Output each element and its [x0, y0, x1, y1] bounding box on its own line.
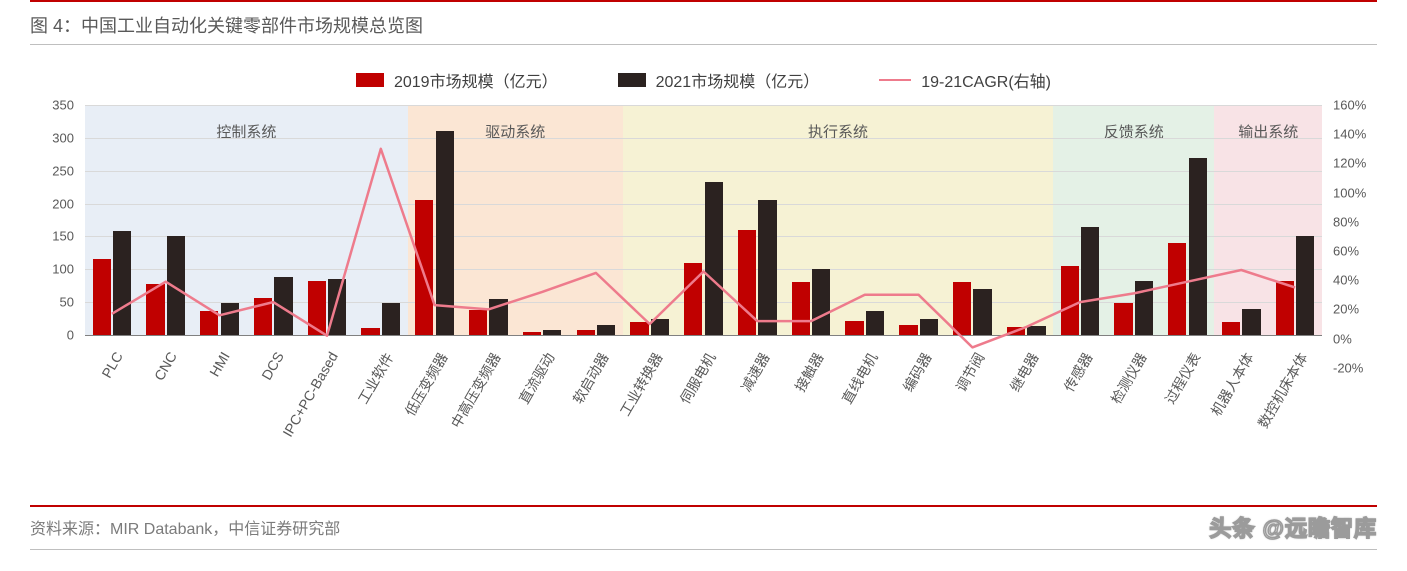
source-under-rule: [30, 549, 1377, 550]
x-category: 编码器: [892, 343, 946, 493]
cagr-line: [85, 105, 1322, 335]
x-label: HMI: [207, 349, 234, 379]
x-label: 继电器: [1005, 349, 1043, 395]
legend-item-2019: 2019市场规模（亿元）: [356, 68, 558, 92]
y-right-tick: 80%: [1333, 214, 1359, 229]
x-label: 编码器: [898, 349, 936, 395]
x-category: 继电器: [999, 343, 1053, 493]
figure-title: 图 4：中国工业自动化关键零部件市场规模总览图: [0, 6, 1407, 44]
y-left-tick: 50: [60, 295, 74, 310]
x-label: 调节阀: [951, 349, 989, 395]
x-category: 接触器: [784, 343, 838, 493]
y-right-tick: 40%: [1333, 273, 1359, 288]
x-category: 直流驱动: [515, 343, 569, 493]
legend-line-cagr: [879, 79, 911, 81]
x-axis-labels: PLCCNCHMIDCSIPC+PC-Based工业软件低压变频器中高压变频器直…: [85, 343, 1322, 493]
y-right-tick: 20%: [1333, 302, 1359, 317]
y-left-tick: 200: [52, 196, 74, 211]
title-top-rule: [30, 0, 1377, 2]
legend-swatch-2019: [356, 73, 384, 87]
cagr-polyline: [112, 149, 1295, 348]
x-label: 直线电机: [837, 349, 882, 407]
x-label: 接触器: [790, 349, 828, 395]
x-category: 中高压变频器: [461, 343, 515, 493]
x-category: 软启动器: [569, 343, 623, 493]
x-category: 过程仪表: [1161, 343, 1215, 493]
x-category: PLC: [85, 343, 139, 493]
x-category: 直线电机: [838, 343, 892, 493]
x-label: PLC: [98, 349, 125, 381]
x-label: 直流驱动: [514, 349, 559, 407]
source-text: 资料来源：MIR Databank，中信证券研究部: [30, 521, 340, 538]
watermark-text: 头条 @远瞻智库: [1209, 511, 1377, 543]
x-category: 调节阀: [946, 343, 1000, 493]
x-category: 检测仪器: [1107, 343, 1161, 493]
x-category: 工业转换器: [623, 343, 677, 493]
x-category: 减速器: [730, 343, 784, 493]
x-label: 低压变频器: [400, 349, 452, 420]
legend-label-2019: 2019市场规模（亿元）: [394, 68, 558, 92]
y-axis-right: -20%0%20%40%60%80%100%120%140%160%: [1327, 105, 1377, 366]
x-category: IPC+PC-Based: [300, 343, 354, 493]
y-left-tick: 150: [52, 229, 74, 244]
legend-swatch-2021: [618, 73, 646, 87]
y-right-tick: 120%: [1333, 156, 1366, 171]
x-category: HMI: [193, 343, 247, 493]
x-category: 数控机床本体: [1268, 343, 1322, 493]
x-label: 伺服电机: [675, 349, 720, 407]
y-right-tick: 60%: [1333, 244, 1359, 259]
plot-area: 控制系统驱动系统执行系统反馈系统输出系统: [85, 105, 1322, 335]
x-label: 传感器: [1059, 349, 1097, 395]
y-right-tick: 100%: [1333, 185, 1366, 200]
y-right-tick: 160%: [1333, 98, 1366, 113]
legend-label-2021: 2021市场规模（亿元）: [656, 68, 820, 92]
y-right-tick: 140%: [1333, 127, 1366, 142]
legend: 2019市场规模（亿元） 2021市场规模（亿元） 19-21CAGR(右轴): [30, 65, 1377, 95]
y-left-tick: 100: [52, 262, 74, 277]
y-axis-left: 050100150200250300350: [30, 105, 80, 366]
chart-area: 2019市场规模（亿元） 2021市场规模（亿元） 19-21CAGR(右轴) …: [30, 65, 1377, 495]
y-left-tick: 350: [52, 98, 74, 113]
x-category: 工业软件: [354, 343, 408, 493]
x-label: 检测仪器: [1106, 349, 1151, 407]
source-top-rule: [30, 505, 1377, 507]
y-right-tick: 0%: [1333, 331, 1352, 346]
x-category: 传感器: [1053, 343, 1107, 493]
x-category: CNC: [139, 343, 193, 493]
x-label: CNC: [151, 349, 180, 383]
title-under-rule: [30, 44, 1377, 45]
x-label: DCS: [258, 349, 287, 383]
figure-container: 图 4：中国工业自动化关键零部件市场规模总览图 2019市场规模（亿元） 202…: [0, 0, 1407, 550]
y-left-tick: 0: [67, 328, 74, 343]
legend-label-cagr: 19-21CAGR(右轴): [921, 68, 1051, 92]
x-label: 过程仪表: [1160, 349, 1205, 407]
legend-item-2021: 2021市场规模（亿元）: [618, 68, 820, 92]
x-label: 工业软件: [353, 349, 398, 407]
x-category: 伺服电机: [677, 343, 731, 493]
y-right-tick: -20%: [1333, 360, 1363, 375]
y-left-tick: 250: [52, 163, 74, 178]
x-label: 机器人本体: [1206, 349, 1258, 420]
source-row: 资料来源：MIR Databank，中信证券研究部 头条 @远瞻智库: [0, 511, 1407, 545]
gridline: [85, 335, 1322, 336]
x-label: 工业转换器: [615, 349, 667, 420]
legend-item-cagr: 19-21CAGR(右轴): [879, 68, 1051, 92]
y-left-tick: 300: [52, 130, 74, 145]
x-label: 减速器: [736, 349, 774, 395]
x-label: 软启动器: [568, 349, 613, 407]
